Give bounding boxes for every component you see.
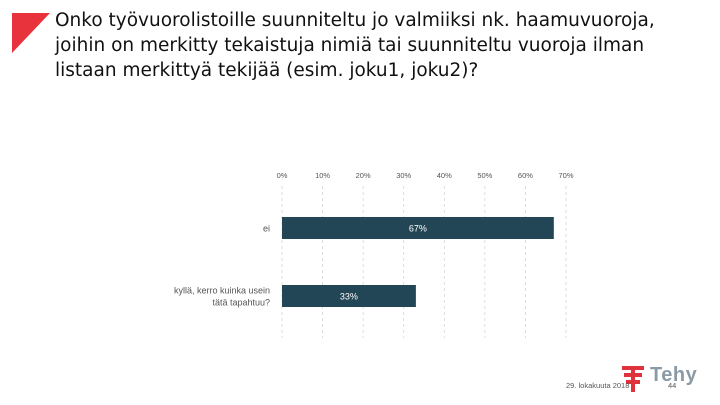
x-tick-label: 0%	[277, 171, 288, 180]
footer-date: 29. lokakuuta 2018	[566, 381, 630, 390]
category-label: ei	[263, 224, 270, 234]
x-tick-label: 40%	[437, 171, 452, 180]
page-number: 44	[668, 381, 677, 390]
x-tick-label: 70%	[558, 171, 573, 180]
x-tick-label: 10%	[315, 171, 330, 180]
data-label: 67%	[409, 224, 427, 234]
tehy-logo-icon	[622, 366, 644, 392]
slide-title: Onko työvuorolistoille suunniteltu jo va…	[55, 10, 655, 81]
category-label-line: ei	[263, 224, 270, 234]
x-tick-label: 30%	[396, 171, 411, 180]
tehy-logo-text: Tehy	[650, 364, 698, 386]
category-label: kyllä, kerro kuinka usein tätä tapahtuu?	[174, 286, 270, 308]
x-tick-label: 60%	[518, 171, 533, 180]
category-label-line: tätä tapahtuu?	[212, 298, 270, 308]
bar-1	[282, 285, 416, 307]
x-tick-label: 20%	[356, 171, 371, 180]
tehy-logo	[620, 364, 704, 394]
x-tick-label: 50%	[477, 171, 492, 180]
corner-accent-icon	[12, 13, 50, 53]
bar-0	[282, 217, 554, 239]
category-label-line: kyllä, kerro kuinka usein	[174, 286, 270, 296]
data-label: 33%	[340, 292, 358, 302]
